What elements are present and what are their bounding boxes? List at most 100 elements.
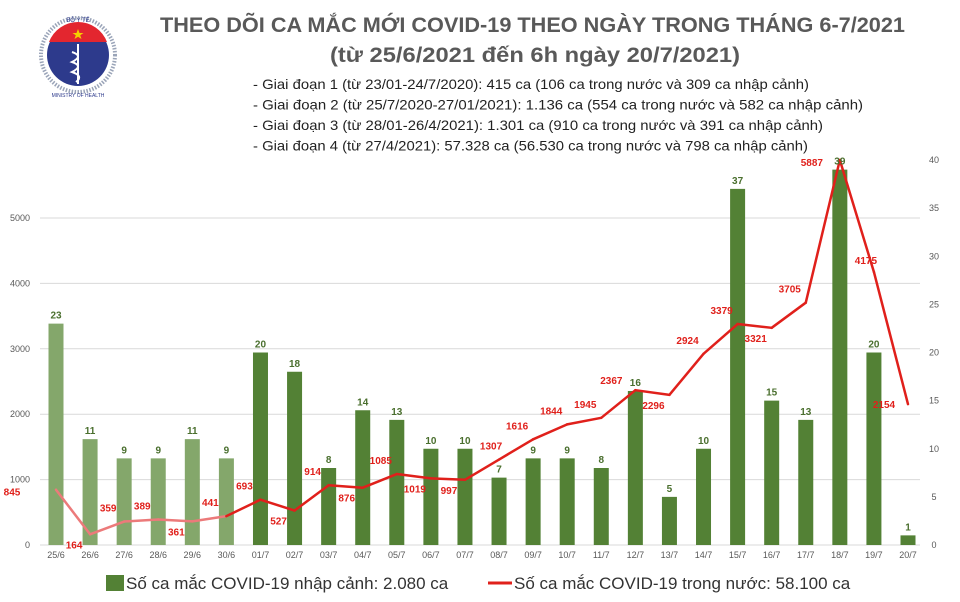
line-label: 1019: [404, 484, 427, 495]
stage-note: - Giai đoạn 1 (từ 23/01-24/7/2020): 415 …: [253, 76, 809, 92]
logo-text-top: BỘ Y TẾ: [66, 17, 89, 24]
stage-note: - Giai đoạn 2 (từ 25/7/2020-27/01/2021):…: [253, 97, 863, 113]
x-tick: 29/6: [184, 550, 202, 560]
bar-label: 13: [391, 407, 403, 418]
line-label: 1945: [574, 400, 597, 411]
line-segment: [191, 514, 228, 523]
bar: [900, 535, 916, 545]
bar: [252, 352, 268, 545]
y-left-tick: 1000: [10, 475, 30, 485]
line-label: 845: [4, 488, 21, 499]
logo-text-bottom: MINISTRY OF HEALTH: [52, 93, 105, 99]
x-tick: 08/7: [490, 550, 508, 560]
line-label: 359: [100, 504, 117, 515]
x-tick: 25/6: [47, 550, 65, 560]
bar-label: 10: [425, 436, 437, 447]
x-tick: 02/7: [286, 550, 304, 560]
x-tick: 28/6: [149, 550, 167, 560]
bar: [150, 458, 166, 545]
x-tick: 09/7: [524, 550, 542, 560]
y-left-tick: 5000: [10, 213, 30, 223]
line-label: 2154: [873, 400, 896, 411]
line-segment: [88, 520, 126, 536]
x-tick: 06/7: [422, 550, 440, 560]
bar-label: 20: [868, 340, 880, 351]
line-segment: [838, 158, 876, 274]
bar: [82, 439, 98, 545]
bar-label: 9: [155, 445, 161, 456]
bar: [491, 477, 507, 545]
bar: [866, 352, 882, 545]
line-label: 3379: [710, 306, 733, 317]
bar-label: 9: [530, 445, 536, 456]
line-segment: [872, 270, 910, 406]
bar-label: 13: [800, 407, 812, 418]
y-right-tick: 0: [931, 540, 936, 550]
line-label: 441: [202, 498, 219, 509]
bar-label: 23: [50, 311, 62, 322]
x-tick: 30/6: [218, 550, 236, 560]
line-segment: [804, 158, 842, 304]
line-segment: [54, 488, 92, 536]
line-segment: [395, 472, 433, 480]
y-right-tick: 35: [929, 203, 939, 213]
line-label: 389: [134, 502, 151, 513]
bar-label: 20: [255, 340, 267, 351]
bar-label: 16: [630, 378, 642, 389]
line-segment: [634, 388, 671, 397]
line-segment: [668, 352, 705, 397]
x-tick: 17/7: [797, 550, 815, 560]
x-tick: 20/7: [899, 550, 917, 560]
line-label: 3321: [745, 334, 768, 345]
line-segment: [293, 483, 330, 512]
bar: [627, 391, 643, 545]
legend-line-label: Số ca mắc COVID-19 trong nước: 58.100 ca: [514, 574, 851, 593]
line-label: 361: [168, 527, 185, 538]
x-tick: 11/7: [593, 550, 610, 560]
bar: [184, 439, 200, 545]
bar-label: 8: [326, 455, 332, 466]
x-tick: 03/7: [320, 550, 338, 560]
y-left-tick: 2000: [10, 409, 30, 419]
line-label: 876: [338, 494, 355, 505]
line-label: 5887: [801, 158, 824, 169]
bar: [116, 458, 132, 545]
chart-subtitle: (từ 25/6/2021 đến 6h ngày 20/7/2021): [330, 44, 740, 67]
bar: [457, 448, 473, 545]
y-right-tick: 25: [929, 299, 939, 309]
bar-label: 10: [459, 436, 471, 447]
x-tick: 18/7: [831, 550, 849, 560]
line-segment: [600, 388, 637, 420]
bar-label: 11: [187, 426, 198, 437]
bar-label: 11: [85, 426, 96, 437]
line-label: 3705: [779, 285, 802, 296]
line-segment: [565, 416, 603, 426]
x-tick: 12/7: [627, 550, 645, 560]
bar-label: 9: [121, 445, 127, 456]
chart-title: THEO DÕI CA MẮC MỚI COVID-19 THEO NGÀY T…: [160, 13, 905, 37]
stage-note: - Giai đoạn 3 (từ 28/01-26/4/2021): 1.30…: [253, 117, 823, 133]
x-tick: 26/6: [81, 550, 99, 560]
line-label: 2367: [600, 376, 623, 387]
line-segment: [702, 322, 739, 356]
stage-note: - Giai đoạn 4 (từ 27/4/2021): 57.328 ca …: [253, 138, 808, 154]
line-segment: [122, 518, 160, 523]
line-label: 693: [236, 482, 253, 493]
bar: [661, 496, 677, 545]
bar: [764, 400, 780, 545]
line-segment: [531, 423, 569, 441]
x-tick: 04/7: [354, 550, 372, 560]
bar: [218, 458, 234, 545]
bar: [798, 419, 814, 545]
line-segment: [327, 483, 364, 489]
line-segment: [225, 498, 262, 518]
line-label: 997: [441, 486, 458, 497]
y-left-tick: 0: [25, 540, 30, 550]
x-tick: 19/7: [865, 550, 883, 560]
ministry-of-health-logo: [39, 16, 117, 94]
line-label: 1085: [370, 456, 393, 467]
line-label: 1844: [540, 406, 563, 417]
bar-label: 18: [289, 359, 301, 370]
line-label: 1616: [506, 421, 529, 432]
